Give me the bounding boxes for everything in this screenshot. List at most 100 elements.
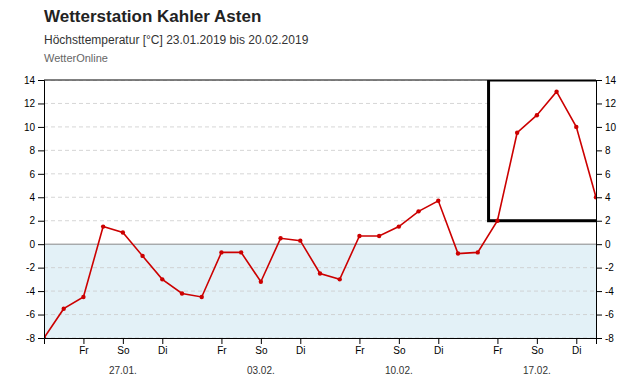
y-tick: 6	[29, 169, 44, 180]
y2-tick: 0	[596, 239, 611, 250]
point	[515, 131, 519, 135]
y-tick-label: 4	[29, 192, 35, 203]
point	[200, 295, 204, 299]
y-tick-mark	[38, 315, 44, 316]
y-tick-mark	[38, 197, 44, 198]
x-tick-label: So	[255, 345, 268, 356]
x-tick: Di	[158, 338, 167, 356]
highlight-box	[489, 80, 596, 221]
y-tick-label: 10	[24, 122, 36, 133]
negative-background	[44, 244, 596, 338]
y-tick: -2	[26, 262, 44, 273]
y2-tick-label: -6	[605, 309, 614, 320]
x-tick-label: Fr	[217, 345, 227, 356]
y2-tick-mark	[596, 244, 602, 245]
x-tick: So	[255, 338, 268, 356]
x-tick-mark	[576, 338, 577, 344]
y-tick: 4	[29, 192, 44, 203]
x-tick-mark	[123, 338, 124, 344]
y-tick: -6	[26, 309, 44, 320]
grid-line	[44, 314, 596, 315]
zero-line	[44, 244, 596, 245]
y2-tick: 12	[596, 98, 617, 109]
point	[357, 234, 361, 238]
y-tick-mark	[38, 127, 44, 128]
y-tick-label: 8	[29, 145, 35, 156]
point	[594, 195, 596, 199]
point	[101, 224, 105, 228]
y-tick-label: 6	[29, 169, 35, 180]
date-label: 03.02.	[247, 365, 275, 376]
x-tick-label: So	[531, 345, 544, 356]
y2-tick: -2	[596, 262, 614, 273]
y-tick-mark	[38, 221, 44, 222]
x-tick: Di	[296, 338, 305, 356]
title: Wetterstation Kahler Asten	[44, 7, 261, 26]
y2-tick-label: 8	[605, 145, 611, 156]
y2-tick: 4	[596, 192, 611, 203]
chart: Wetterstation Kahler AstenHöchsttemperat…	[0, 0, 640, 390]
y-tick-label: -4	[26, 286, 35, 297]
x-tick-mark	[221, 338, 222, 344]
y-tick-label: -2	[26, 262, 35, 273]
y2-tick: -6	[596, 309, 614, 320]
y-tick-mark	[38, 80, 44, 81]
point	[259, 280, 263, 284]
x-tick: So	[393, 338, 406, 356]
date-label: 10.02.	[385, 365, 413, 376]
point	[416, 209, 420, 213]
y-tick-label: 0	[29, 239, 35, 250]
point	[160, 277, 164, 281]
y-tick: -4	[26, 286, 44, 297]
y-tick-mark	[38, 150, 44, 151]
y2-tick-mark	[596, 127, 602, 128]
y2-tick-label: -4	[605, 286, 614, 297]
x-tick-label: Di	[296, 345, 305, 356]
y-axis: -8-6-4-202468101214	[24, 75, 45, 344]
point	[62, 306, 66, 310]
point	[121, 230, 125, 234]
date-label: 27.01.	[109, 365, 137, 376]
y-tick: -8	[26, 333, 44, 344]
y-tick-mark	[38, 291, 44, 292]
x-tick: Fr	[355, 338, 365, 356]
y-tick-mark	[38, 268, 44, 269]
x-tick-mark	[537, 338, 538, 344]
x-tick-mark	[300, 338, 301, 344]
point	[554, 90, 558, 94]
point	[338, 277, 342, 281]
y2-tick-label: 10	[605, 122, 617, 133]
x-tick: So	[531, 338, 544, 356]
y-tick-label: 2	[29, 215, 35, 226]
y2-tick: 8	[596, 145, 611, 156]
x-tick-mark	[83, 338, 84, 344]
point	[180, 291, 184, 295]
y2-tick-label: -2	[605, 262, 614, 273]
y-tick-mark	[38, 174, 44, 175]
x-tick: Di	[572, 338, 581, 356]
point	[476, 250, 480, 254]
x-tick-mark	[359, 338, 360, 344]
point	[574, 125, 578, 129]
y2-tick-label: -8	[605, 333, 614, 344]
y2-tick-mark	[596, 197, 602, 198]
x-tick-label: So	[393, 345, 406, 356]
y2-axis: -8-6-4-202468101214	[596, 75, 617, 344]
x-tick-mark	[399, 338, 400, 344]
y-tick-label: -6	[26, 309, 35, 320]
y-tick: 8	[29, 145, 44, 156]
x-tick: Fr	[493, 338, 503, 356]
point	[318, 271, 322, 275]
x-tick-label: Di	[158, 345, 167, 356]
grid-line	[44, 267, 596, 268]
x-axis: FrSoDiFrSoDiFrSoDiFrSoDi	[45, 338, 597, 356]
y2-tick-label: 4	[605, 192, 611, 203]
y-tick-mark	[38, 103, 44, 104]
point	[239, 250, 243, 254]
frame-top	[44, 80, 596, 81]
y2-tick-label: 2	[605, 215, 611, 226]
y-axis-line	[38, 81, 45, 339]
point	[81, 295, 85, 299]
point	[535, 113, 539, 117]
x-tick-mark	[438, 338, 439, 344]
